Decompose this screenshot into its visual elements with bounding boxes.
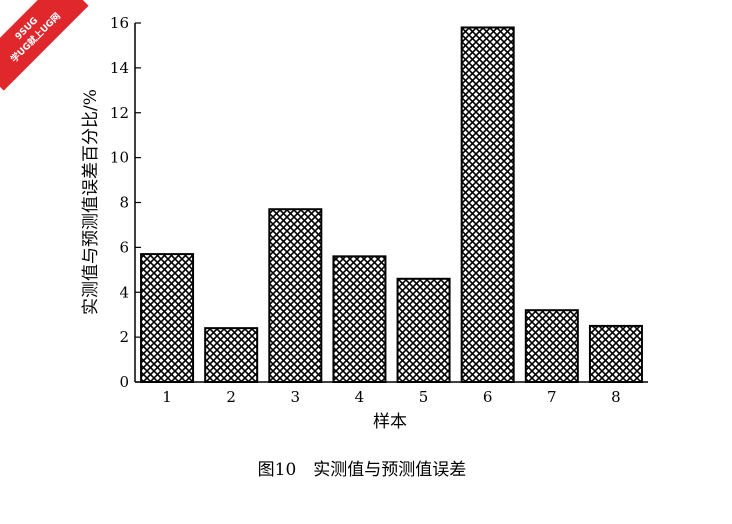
y-tick-labels: 0 2 4 6 8 10 12 14 16 bbox=[110, 14, 129, 391]
figure-caption: 图10 实测值与预测值误差 bbox=[258, 460, 467, 480]
y-tick-label: 12 bbox=[110, 104, 129, 122]
y-tick-label: 10 bbox=[110, 149, 129, 167]
y-tick-label: 16 bbox=[110, 14, 129, 32]
x-tick-label: 3 bbox=[291, 388, 301, 406]
x-tick-label: 1 bbox=[162, 388, 172, 406]
x-axis-label: 样本 bbox=[373, 412, 407, 432]
x-tick-label: 4 bbox=[355, 388, 365, 406]
bar-sample-5 bbox=[396, 277, 451, 384]
x-tick-labels: 1 2 3 4 5 6 7 8 bbox=[162, 388, 620, 406]
x-tick-label: 7 bbox=[547, 388, 557, 406]
x-tick-label: 2 bbox=[226, 388, 236, 406]
y-tick-label: 0 bbox=[119, 373, 129, 391]
bar-sample-7 bbox=[524, 309, 579, 384]
bar-sample-6 bbox=[460, 26, 515, 384]
x-tick-label: 6 bbox=[483, 388, 493, 406]
bar-sample-4 bbox=[332, 255, 387, 384]
bar-sample-3 bbox=[268, 208, 323, 383]
chart-bars bbox=[140, 26, 643, 384]
x-tick-label: 8 bbox=[611, 388, 621, 406]
y-tick-label: 4 bbox=[119, 283, 129, 301]
y-tick-label: 6 bbox=[119, 238, 129, 256]
bar-sample-1 bbox=[140, 253, 195, 383]
y-axis-label: 实测值与预测值误差百分比/% bbox=[81, 89, 101, 315]
bar-sample-2 bbox=[204, 327, 259, 383]
x-tick-label: 5 bbox=[419, 388, 429, 406]
y-tick-label: 14 bbox=[110, 59, 129, 77]
y-tick-label: 2 bbox=[119, 328, 129, 346]
bar-sample-8 bbox=[588, 324, 643, 383]
y-tick-label: 8 bbox=[119, 194, 129, 212]
